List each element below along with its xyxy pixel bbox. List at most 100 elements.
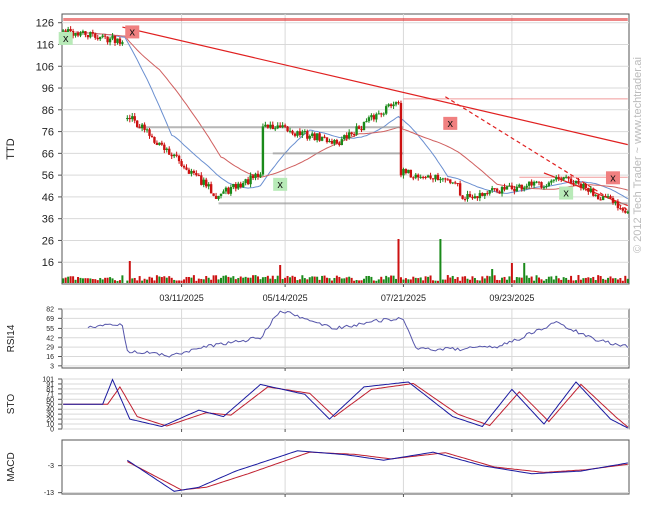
volume-bar — [118, 280, 121, 283]
candle-body — [409, 169, 413, 178]
volume-bar — [555, 275, 558, 283]
volume-bar — [261, 277, 264, 283]
volume-bar — [510, 263, 513, 283]
candle-body — [352, 134, 356, 136]
volume-bar — [232, 276, 235, 283]
volume-bar — [611, 278, 614, 283]
candle-body — [439, 179, 442, 181]
candle-body — [421, 176, 425, 178]
volume-bar — [570, 275, 573, 283]
candle-body — [182, 165, 186, 168]
volume-bar — [589, 278, 592, 283]
volume-bar — [311, 276, 314, 283]
volume-bar — [303, 278, 306, 283]
candle-body — [372, 115, 376, 120]
volume-bar — [547, 276, 550, 283]
volume-bar — [197, 278, 200, 283]
candle-body — [540, 182, 543, 188]
y-tick-label: 60 — [46, 397, 54, 404]
candle-body — [320, 136, 324, 141]
candle-body — [286, 126, 289, 132]
volume-bar — [370, 276, 373, 283]
candle-body — [606, 196, 610, 198]
candle-body — [547, 182, 551, 186]
volume-bar — [195, 280, 198, 283]
volume-bar — [205, 276, 208, 283]
volume-bar — [116, 280, 119, 283]
volume-bar — [244, 276, 247, 283]
candle-body — [495, 188, 499, 192]
y-axis-label: MACD — [6, 452, 17, 481]
volume-bar — [493, 275, 496, 283]
volume-bar — [217, 279, 220, 283]
candle-body — [589, 188, 592, 192]
volume-bar — [74, 279, 77, 283]
candle-body — [587, 187, 590, 192]
candle-body — [370, 115, 373, 118]
volume-bar — [64, 277, 67, 283]
sell-marker — [125, 25, 140, 39]
candle-body — [249, 175, 252, 185]
candle-body — [116, 38, 119, 43]
candle-body — [81, 31, 85, 33]
y-axis-label: STO — [6, 394, 17, 415]
volume-bar — [160, 277, 163, 283]
candle-body — [488, 190, 491, 194]
volume-bar — [545, 279, 548, 283]
volume-bar — [565, 277, 568, 283]
y-axis-label: TTD — [5, 138, 17, 159]
volume-bar — [523, 263, 526, 283]
candle-body — [190, 170, 193, 174]
buy-marker-label: x — [277, 179, 283, 191]
volume-bar — [321, 275, 324, 283]
candle-body — [392, 104, 395, 107]
volume-bar — [237, 278, 240, 283]
candle-body — [133, 116, 136, 121]
volume-bar — [518, 277, 521, 283]
volume-bar — [395, 278, 398, 283]
volume-bar — [619, 278, 622, 283]
candle-body — [564, 176, 568, 178]
candle-body — [274, 128, 277, 130]
volume-bar — [91, 279, 94, 283]
volume-bar — [266, 275, 269, 283]
candle-body — [74, 33, 77, 36]
y-tick-label: 29 — [46, 345, 54, 352]
candle-body — [436, 174, 440, 181]
sell-marker — [443, 116, 458, 130]
candle-body — [525, 185, 528, 188]
y-tick-label: 56 — [42, 170, 54, 182]
candle-body — [389, 104, 393, 107]
candle-body — [535, 181, 538, 183]
candle-body — [261, 126, 265, 175]
candle-body — [490, 188, 494, 191]
candle-body — [527, 181, 531, 186]
volume-bar — [414, 277, 417, 283]
volume-bar — [296, 280, 299, 283]
sell-marker-label: x — [130, 26, 136, 38]
volume-bar — [375, 280, 378, 283]
candle-body — [209, 184, 213, 194]
candle-body — [328, 140, 331, 143]
volume-bar — [417, 278, 420, 283]
candle-body — [150, 135, 154, 137]
volume-bar — [67, 276, 70, 283]
candle-body — [172, 154, 176, 157]
volume-bar — [239, 276, 242, 283]
candle-body — [177, 155, 181, 162]
y-tick-label: -13 — [44, 490, 54, 497]
candle-body — [219, 193, 223, 196]
candle-body — [579, 183, 583, 188]
volume-bar — [323, 275, 326, 283]
volume-bar — [392, 275, 395, 283]
volume-bar — [402, 279, 405, 283]
volume-bar — [264, 276, 267, 283]
volume-bar — [99, 277, 102, 283]
sto-k-line — [63, 378, 629, 429]
volume-bar — [535, 275, 538, 283]
candle-body — [180, 161, 183, 166]
volume-bar — [488, 276, 491, 283]
volume-bar — [259, 279, 262, 283]
candle-body — [434, 174, 437, 180]
volume-bar — [163, 276, 166, 283]
